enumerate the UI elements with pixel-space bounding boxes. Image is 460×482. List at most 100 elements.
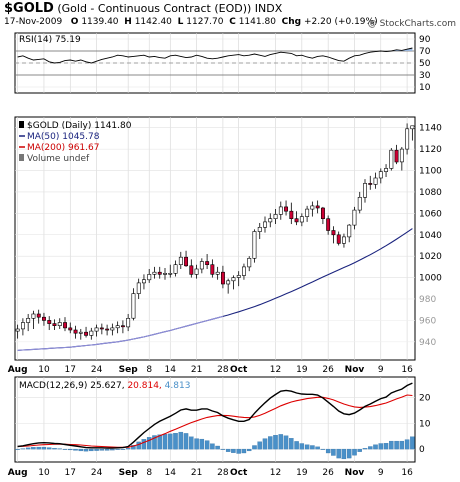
price-candle xyxy=(205,254,210,270)
macd-date-label: 19 xyxy=(296,468,308,478)
macd-histogram-bar xyxy=(341,448,347,460)
macd-legend-label: MACD(12,26,9) xyxy=(19,381,90,391)
candle-body xyxy=(305,208,310,217)
price-candle xyxy=(242,263,246,280)
candle-body xyxy=(89,330,94,336)
legend-volume-swatch xyxy=(19,154,24,161)
price-tick-label: 940 xyxy=(419,338,436,348)
macd-legend-histogram: 4.813 xyxy=(165,381,191,391)
legend-ma200: MA(200) 961.67 xyxy=(27,143,99,153)
macd-histogram-bar xyxy=(304,444,310,450)
candle-body xyxy=(94,327,99,332)
macd-date-label: 8 xyxy=(146,468,152,478)
price-candle xyxy=(210,259,215,278)
price-candle xyxy=(152,266,157,279)
price-candle xyxy=(347,224,352,243)
price-date-label: 9 xyxy=(378,365,384,375)
price-candle xyxy=(105,324,110,336)
price-date-label: 12 xyxy=(270,365,281,375)
candle-body xyxy=(247,257,252,268)
price-candle xyxy=(273,209,278,225)
candle-body xyxy=(257,227,262,232)
macd-histogram-bar xyxy=(189,436,194,450)
macd-date-label: Nov xyxy=(345,468,365,478)
candle-body xyxy=(63,322,68,329)
price-tick-label: 1100 xyxy=(419,167,442,177)
macd-histogram-bar xyxy=(378,443,384,450)
candle-body xyxy=(242,266,246,276)
candle-body xyxy=(252,231,257,259)
price-tick-label: 1140 xyxy=(419,124,442,134)
rsi-tick-label: 50 xyxy=(419,59,431,69)
candle-body xyxy=(278,206,283,215)
macd-histogram-bar xyxy=(199,438,205,450)
macd-histogram-bar xyxy=(383,443,389,450)
macd-histogram-bar xyxy=(357,448,362,452)
macd-date-label: 28 xyxy=(217,468,229,478)
price-candle xyxy=(289,202,294,225)
price-candle xyxy=(78,328,83,340)
candle-body xyxy=(289,210,294,219)
date-label: 17-Nov-2009 xyxy=(4,17,63,27)
rsi-legend: RSI(14) 75.19 xyxy=(19,35,81,45)
close-value: 1141.80 xyxy=(238,17,276,27)
price-candle xyxy=(73,325,78,339)
price-candle xyxy=(121,320,125,334)
macd-legend: MACD(12,26,9) 25.627, 20.814, 4.813 xyxy=(19,381,190,391)
price-candle xyxy=(94,324,99,337)
description: (Gold - Continuous Contract (EOD)) xyxy=(57,2,252,15)
macd-histogram-bar xyxy=(125,448,131,450)
macd-histogram-bar xyxy=(215,445,220,450)
candle-body xyxy=(284,206,288,212)
candle-body xyxy=(41,316,46,321)
price-candle xyxy=(163,267,167,280)
low-label: L xyxy=(177,17,184,27)
macd-histogram-bar xyxy=(178,431,184,450)
candle-body xyxy=(178,256,183,266)
macd-histogram-bar xyxy=(31,447,36,450)
price-date-label: Aug xyxy=(8,365,28,375)
price-candle xyxy=(278,201,283,220)
candle-body xyxy=(394,149,399,163)
rsi-tick-label: 30 xyxy=(419,71,431,81)
macd-histogram-bar xyxy=(78,448,84,452)
price-candle xyxy=(410,125,415,141)
macd-tick-label: 10 xyxy=(419,419,431,429)
macd-histogram-bar xyxy=(57,448,62,450)
price-candle xyxy=(315,200,320,214)
candle-body xyxy=(268,218,273,223)
macd-histogram-bar xyxy=(110,448,115,451)
price-candle xyxy=(36,309,41,324)
macd-histogram-bar xyxy=(94,448,99,451)
candle-body xyxy=(20,322,25,330)
candle-body xyxy=(99,327,104,330)
price-tick-label: 1120 xyxy=(419,145,442,155)
macd-histogram-bar xyxy=(331,448,336,456)
price-candle xyxy=(236,271,241,287)
candle-body xyxy=(199,261,204,270)
price-panel xyxy=(14,116,416,361)
price-candle xyxy=(394,144,399,165)
price-tick-label: 980 xyxy=(419,295,436,305)
macd-histogram-bar xyxy=(89,448,94,452)
chg-label: Chg xyxy=(281,17,302,27)
candle-body xyxy=(399,148,404,163)
macd-histogram-bar xyxy=(241,448,247,454)
macd-tick-label: 20 xyxy=(419,394,431,404)
price-candle xyxy=(263,216,267,233)
macd-date-label: 14 xyxy=(165,468,177,478)
candle-body xyxy=(168,272,173,275)
candle-body xyxy=(163,272,167,275)
price-candle xyxy=(41,312,46,326)
candle-body xyxy=(384,168,388,172)
price-tick-label: 1000 xyxy=(419,274,442,284)
macd-panel xyxy=(14,376,416,463)
macd-histogram-bar xyxy=(183,433,189,450)
macd-histogram-bar xyxy=(62,448,68,450)
candle-body xyxy=(341,236,346,244)
candle-body xyxy=(31,313,36,319)
candle-body xyxy=(210,264,215,275)
price-candle xyxy=(168,264,173,278)
macd-histogram-bar xyxy=(157,434,162,450)
